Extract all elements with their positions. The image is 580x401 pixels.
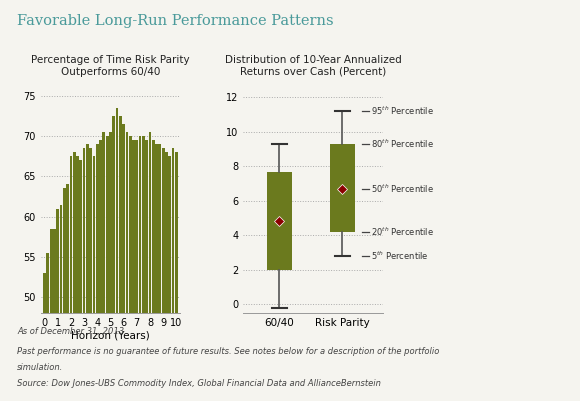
- Bar: [155, 144, 158, 401]
- Bar: [63, 188, 66, 401]
- Bar: [175, 152, 177, 401]
- Bar: [89, 148, 92, 401]
- Text: simulation.: simulation.: [17, 363, 64, 372]
- Bar: [43, 273, 46, 401]
- Bar: [168, 156, 171, 401]
- Bar: [172, 148, 175, 401]
- Bar: [99, 140, 102, 401]
- Bar: [76, 156, 79, 401]
- Title: Percentage of Time Risk Parity
Outperforms 60/40: Percentage of Time Risk Parity Outperfor…: [31, 55, 190, 77]
- Bar: [135, 140, 138, 401]
- Bar: [70, 156, 72, 401]
- Bar: [79, 160, 82, 401]
- Bar: [113, 116, 115, 401]
- Text: Favorable Long-Run Performance Patterns: Favorable Long-Run Performance Patterns: [17, 14, 334, 28]
- Bar: [139, 136, 142, 401]
- Bar: [129, 136, 132, 401]
- Bar: [73, 152, 75, 401]
- Bar: [115, 108, 118, 401]
- Title: Distribution of 10-Year Annualized
Returns over Cash (Percent): Distribution of 10-Year Annualized Retur…: [224, 55, 401, 77]
- Bar: [53, 229, 56, 401]
- Bar: [165, 152, 168, 401]
- Bar: [106, 136, 108, 401]
- Bar: [142, 136, 145, 401]
- Bar: [50, 229, 53, 401]
- Bar: [146, 140, 148, 401]
- Bar: [125, 132, 128, 401]
- Text: 5$^{th}$ Percentile: 5$^{th}$ Percentile: [371, 250, 429, 262]
- Bar: [56, 209, 59, 401]
- Bar: [93, 156, 95, 401]
- Bar: [267, 172, 292, 270]
- X-axis label: Horizon (Years): Horizon (Years): [71, 330, 150, 340]
- Text: Past performance is no guarantee of future results. See notes below for a descri: Past performance is no guarantee of futu…: [17, 347, 440, 356]
- Bar: [96, 144, 99, 401]
- Bar: [162, 148, 165, 401]
- Text: 80$^{th}$ Percentile: 80$^{th}$ Percentile: [371, 138, 434, 150]
- Bar: [148, 132, 151, 401]
- Bar: [152, 140, 155, 401]
- Bar: [122, 124, 125, 401]
- Bar: [66, 184, 69, 401]
- Bar: [329, 144, 355, 232]
- Bar: [132, 140, 135, 401]
- Bar: [158, 144, 161, 401]
- Bar: [103, 132, 105, 401]
- Bar: [86, 144, 89, 401]
- Bar: [60, 205, 63, 401]
- Text: 20$^{th}$ Percentile: 20$^{th}$ Percentile: [371, 226, 434, 238]
- Bar: [109, 132, 112, 401]
- Text: Source: Dow Jones-UBS Commodity Index, Global Financial Data and AllianceBernste: Source: Dow Jones-UBS Commodity Index, G…: [17, 379, 381, 388]
- Text: 95$^{th}$ Percentile: 95$^{th}$ Percentile: [371, 105, 434, 117]
- Text: As of December 31, 2013: As of December 31, 2013: [17, 327, 125, 336]
- Bar: [46, 253, 49, 401]
- Bar: [83, 148, 85, 401]
- Bar: [119, 116, 122, 401]
- Text: 50$^{th}$ Percentile: 50$^{th}$ Percentile: [371, 182, 434, 195]
